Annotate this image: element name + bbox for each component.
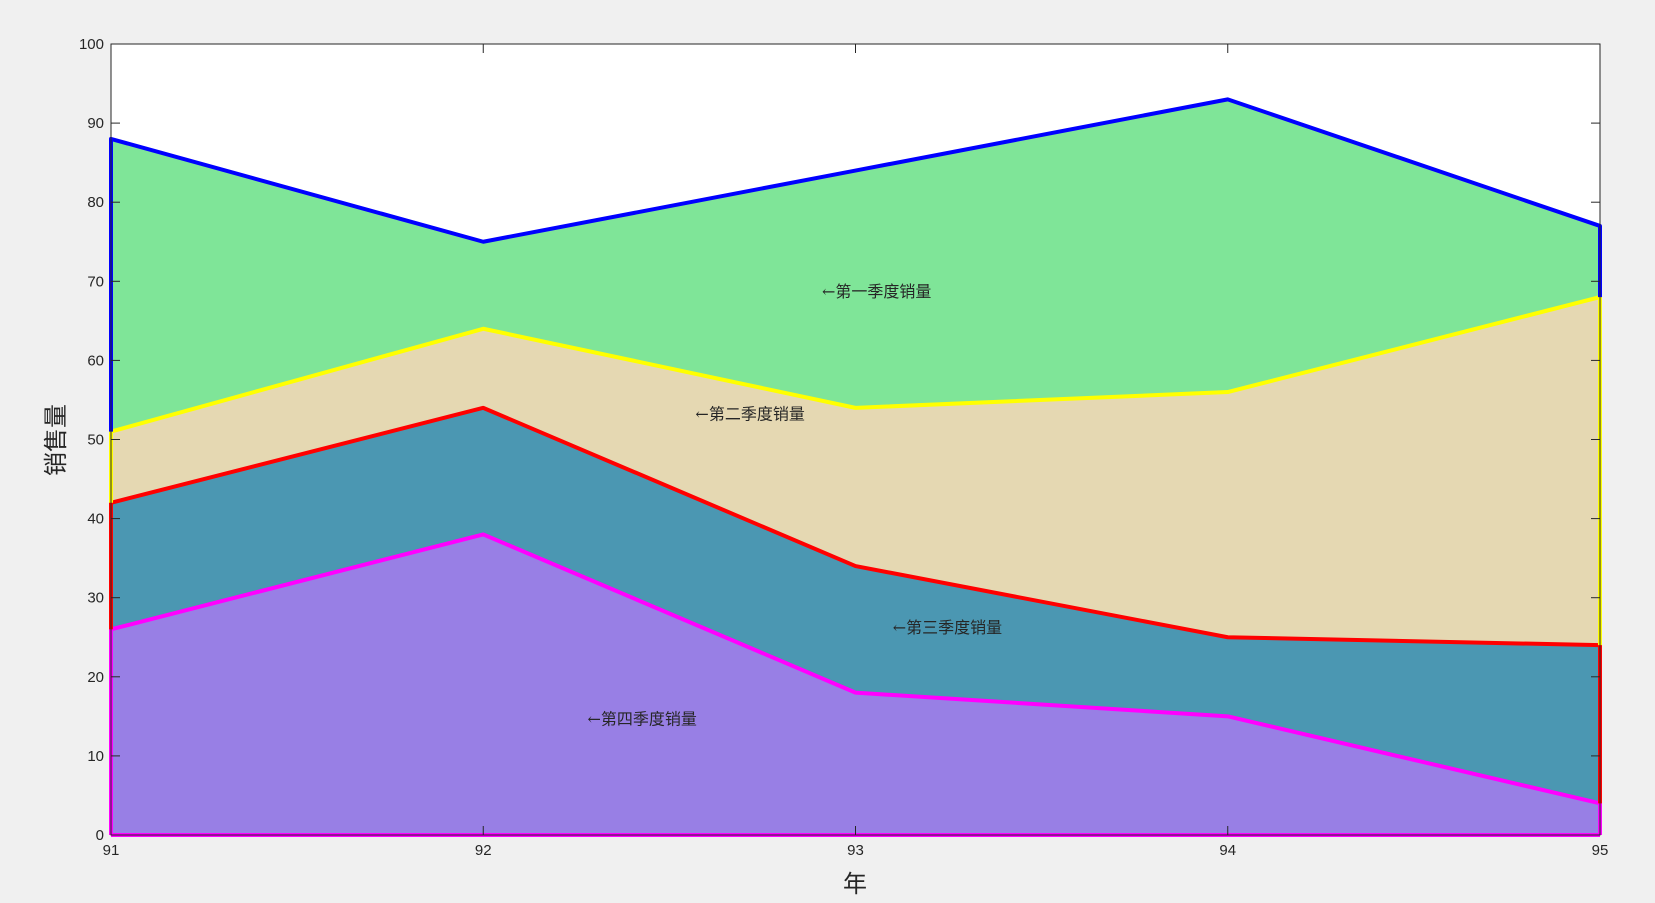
- annotation-label: ←第三季度销量: [893, 618, 1002, 637]
- annotation-label: ←第一季度销量: [822, 282, 931, 301]
- area-q1: [111, 99, 1600, 432]
- x-tick-label: 95: [1592, 842, 1609, 859]
- y-tick-label: 90: [87, 115, 104, 132]
- area-q2: [111, 297, 1600, 646]
- annotation-label: ←第四季度销量: [587, 710, 696, 729]
- y-tick-label: 70: [87, 273, 104, 290]
- x-tick-label: 93: [847, 842, 864, 859]
- y-tick-label: 0: [96, 827, 104, 844]
- x-tick-label: 92: [475, 842, 492, 859]
- annotation-label: ←第二季度销量: [695, 404, 804, 423]
- y-tick-label: 30: [87, 590, 104, 607]
- y-axis-title: 销售量: [42, 404, 70, 476]
- x-axis-title: 年: [843, 870, 867, 898]
- y-tick-label: 40: [87, 511, 104, 528]
- y-tick-label: 60: [87, 352, 104, 369]
- x-tick-label: 94: [1219, 842, 1236, 859]
- y-tick-label: 10: [87, 748, 104, 765]
- area-q3: [111, 407, 1600, 804]
- annotation-group: ←第一季度销量 ←第二季度销量 ←第三季度销量 ←第四季度销量: [587, 282, 1002, 729]
- x-tick-label: 91: [103, 842, 120, 859]
- y-tick-label: 50: [87, 432, 104, 449]
- y-tick-label: 100: [79, 36, 104, 53]
- area-q4: [111, 534, 1600, 835]
- axis-ticks: 91 92 93 94 95 0 10 20 30 40 50 60 70 80 90 100: [79, 36, 1608, 859]
- y-tick-label: 80: [87, 194, 104, 211]
- area-layers: [111, 99, 1600, 835]
- y-tick-label: 20: [87, 669, 104, 686]
